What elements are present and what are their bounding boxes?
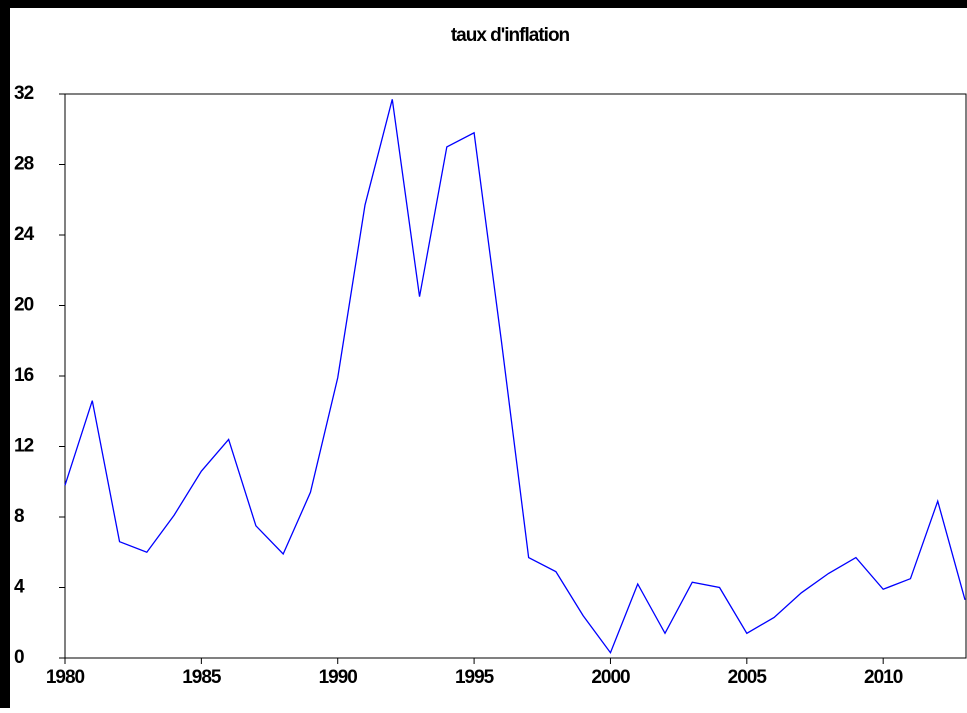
x-tick-label: 1995 (455, 667, 495, 688)
y-tick-label: 0 (14, 647, 24, 668)
x-tick-label: 1980 (46, 667, 85, 688)
line-series (64, 99, 966, 655)
frame-left (0, 0, 10, 708)
y-tick-label: 16 (14, 365, 34, 386)
chart-title: taux d'inflation (451, 25, 570, 46)
y-tick-label: 12 (14, 436, 34, 457)
frame-top (0, 0, 967, 8)
y-tick-label: 24 (14, 224, 35, 245)
y-tick-label: 20 (14, 295, 34, 316)
y-tick-label: 4 (14, 577, 25, 598)
y-tick-label: 28 (14, 154, 34, 175)
x-tick-label: 1985 (182, 667, 222, 688)
y-tick-label: 32 (14, 83, 34, 104)
x-tick-label: 2010 (864, 667, 903, 688)
x-tick-label: 2000 (591, 667, 630, 688)
x-tick-label: 1990 (319, 667, 358, 688)
y-tick-label: 8 (14, 506, 24, 527)
x-tick-label: 2005 (728, 667, 768, 688)
